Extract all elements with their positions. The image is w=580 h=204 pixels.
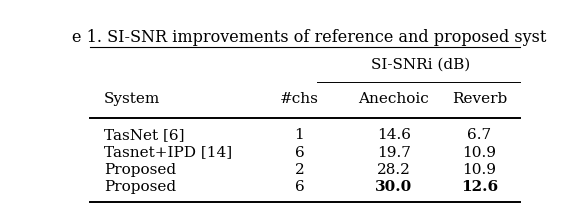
- Text: 14.6: 14.6: [377, 128, 411, 142]
- Text: 30.0: 30.0: [375, 180, 412, 194]
- Text: 6.7: 6.7: [467, 128, 491, 142]
- Text: e 1. SI-SNR improvements of reference and proposed syst: e 1. SI-SNR improvements of reference an…: [72, 29, 547, 46]
- Text: Proposed: Proposed: [104, 163, 176, 177]
- Text: 6: 6: [295, 180, 304, 194]
- Text: 10.9: 10.9: [462, 145, 496, 160]
- Text: Anechoic: Anechoic: [358, 92, 429, 106]
- Text: Tasnet+IPD [14]: Tasnet+IPD [14]: [104, 145, 232, 160]
- Text: 1: 1: [295, 128, 304, 142]
- Text: 19.7: 19.7: [377, 145, 411, 160]
- Text: #chs: #chs: [280, 92, 319, 106]
- Text: 12.6: 12.6: [461, 180, 498, 194]
- Text: 10.9: 10.9: [462, 163, 496, 177]
- Text: SI-SNRi (dB): SI-SNRi (dB): [371, 58, 470, 72]
- Text: 6: 6: [295, 145, 304, 160]
- Text: System: System: [104, 92, 160, 106]
- Text: Reverb: Reverb: [452, 92, 507, 106]
- Text: 28.2: 28.2: [377, 163, 411, 177]
- Text: TasNet [6]: TasNet [6]: [104, 128, 184, 142]
- Text: 2: 2: [295, 163, 304, 177]
- Text: Proposed: Proposed: [104, 180, 176, 194]
